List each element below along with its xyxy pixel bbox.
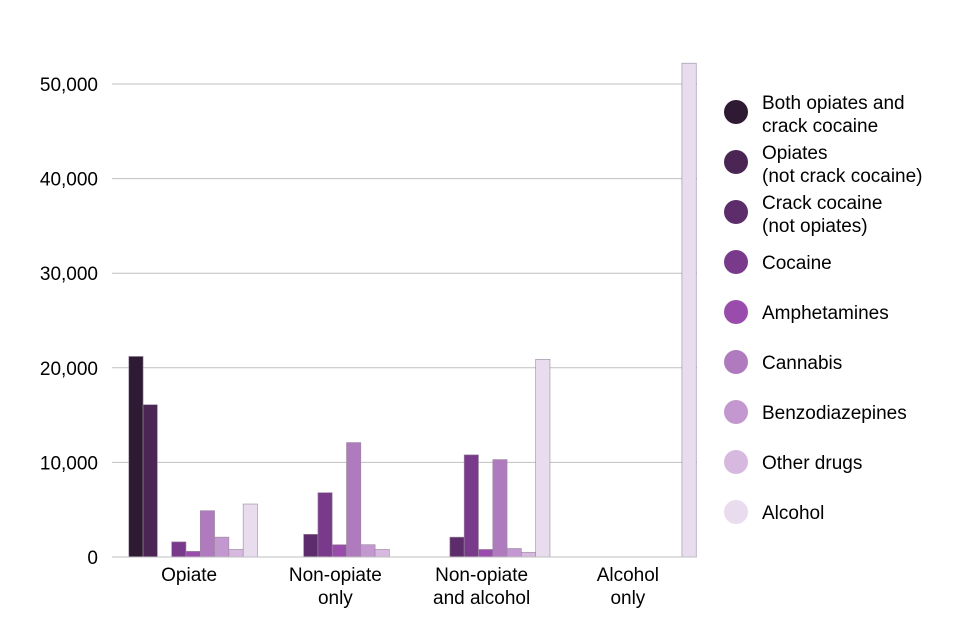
legend-swatch bbox=[724, 350, 748, 374]
bar bbox=[142, 404, 158, 558]
legend-label: Cocaine bbox=[762, 253, 832, 274]
legend-label: Both opiates and crack cocaine bbox=[762, 93, 905, 137]
y-tick-label: 50,000 bbox=[40, 75, 98, 96]
legend-label: Benzodiazepines bbox=[762, 403, 907, 424]
y-tick-label: 20,000 bbox=[40, 359, 98, 380]
bar bbox=[478, 549, 494, 558]
legend-label: Amphetamines bbox=[762, 303, 889, 324]
bar bbox=[449, 536, 465, 558]
legend-label: Opiates (not crack cocaine) bbox=[762, 143, 923, 187]
bar bbox=[128, 356, 144, 558]
legend-swatch bbox=[724, 450, 748, 474]
bar bbox=[374, 549, 390, 558]
bar bbox=[346, 442, 362, 558]
bar bbox=[242, 503, 258, 558]
x-tick-label: Opiate bbox=[161, 565, 217, 586]
bar bbox=[317, 492, 333, 558]
bar bbox=[228, 549, 244, 558]
bar bbox=[535, 358, 551, 558]
x-tick-label: Non-opiate and alcohol bbox=[433, 565, 530, 609]
legend-label: Cannabis bbox=[762, 353, 842, 374]
legend-swatch bbox=[724, 250, 748, 274]
legend-swatch bbox=[724, 400, 748, 424]
bar bbox=[331, 544, 347, 558]
bar bbox=[199, 510, 215, 558]
bar bbox=[360, 544, 376, 558]
x-tick-label: Non-opiate only bbox=[289, 565, 382, 609]
legend-swatch bbox=[724, 200, 748, 224]
legend-swatch bbox=[724, 300, 748, 324]
legend-swatch bbox=[724, 150, 748, 174]
legend-label: Crack cocaine (not opiates) bbox=[762, 193, 882, 237]
y-tick-label: 0 bbox=[87, 548, 98, 569]
legend-label: Alcohol bbox=[762, 503, 824, 524]
bar bbox=[214, 536, 230, 558]
bars bbox=[128, 62, 697, 558]
bar bbox=[185, 551, 201, 558]
legend-swatch bbox=[724, 100, 748, 124]
x-tick-label: Alcohol only bbox=[597, 565, 659, 609]
y-tick-label: 10,000 bbox=[40, 453, 98, 474]
x-axis: Opiate Non-opiate only Non-opiate and alcoho… bbox=[112, 556, 697, 609]
gridlines bbox=[112, 83, 697, 558]
bar bbox=[521, 551, 536, 558]
y-axis: 0 10,000 20,000 30,000 40,000 50,000 bbox=[40, 75, 98, 569]
bar bbox=[463, 454, 479, 558]
legend-label: Other drugs bbox=[762, 453, 862, 474]
bar bbox=[492, 459, 508, 558]
legend-swatch bbox=[724, 500, 748, 524]
y-tick-label: 30,000 bbox=[40, 264, 98, 285]
bar bbox=[681, 62, 697, 558]
bar bbox=[506, 548, 522, 558]
legend: Both opiates and crack cocaine Opiates (not… bbox=[724, 93, 923, 524]
y-tick-label: 40,000 bbox=[40, 170, 98, 191]
bar bbox=[171, 541, 187, 558]
bar bbox=[303, 533, 319, 558]
